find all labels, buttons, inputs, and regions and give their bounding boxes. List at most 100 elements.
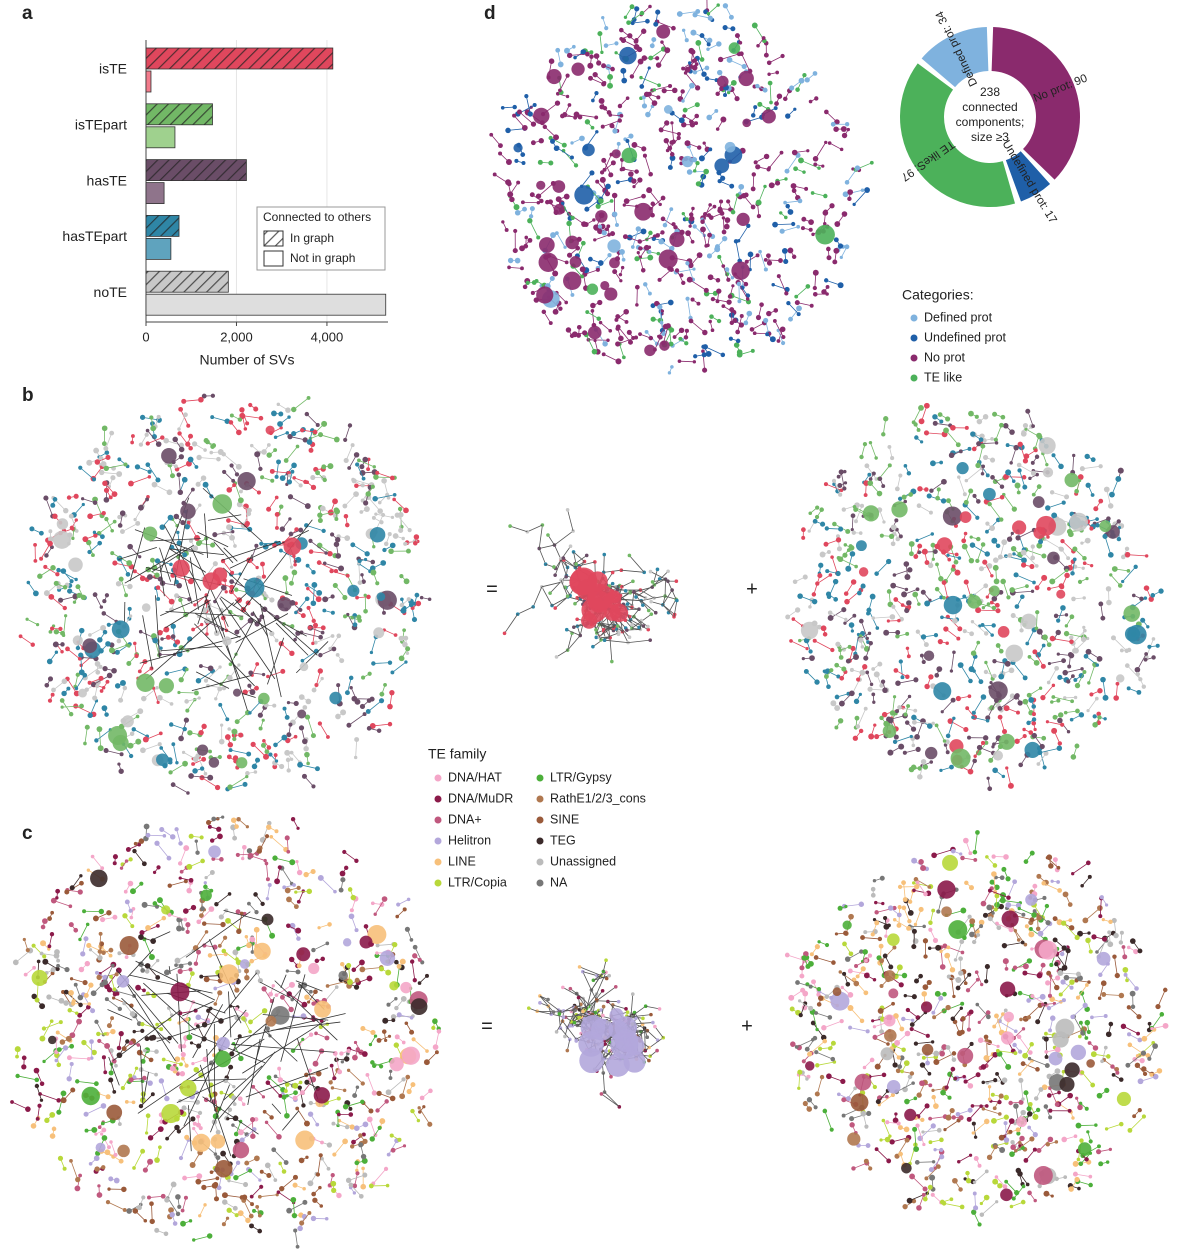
node (901, 603, 905, 607)
node (359, 966, 365, 972)
node (120, 680, 126, 686)
node (188, 773, 194, 779)
node (356, 1086, 359, 1089)
node (895, 630, 900, 635)
node (274, 878, 280, 884)
node (927, 493, 932, 498)
node (805, 647, 808, 650)
node (87, 868, 90, 871)
node (1018, 763, 1023, 768)
node (248, 1020, 253, 1025)
node (274, 1075, 278, 1079)
node (227, 727, 231, 731)
node (1012, 506, 1017, 511)
node (53, 497, 58, 502)
node (272, 704, 276, 708)
node (646, 628, 650, 632)
node (176, 926, 182, 932)
node (112, 621, 130, 639)
node (270, 469, 275, 474)
node (331, 634, 335, 638)
edge (69, 1058, 88, 1059)
edge (220, 705, 227, 719)
node (250, 1117, 255, 1122)
edge (629, 555, 644, 572)
node (1005, 469, 1011, 475)
node (88, 633, 92, 637)
node (250, 689, 256, 695)
node (107, 1145, 111, 1149)
node (801, 622, 818, 639)
node (844, 481, 847, 484)
node (63, 606, 67, 610)
node (553, 606, 557, 610)
edge (179, 692, 196, 693)
node (56, 1031, 60, 1035)
node (245, 421, 249, 425)
node (922, 660, 926, 664)
node (897, 619, 900, 622)
node (288, 723, 292, 727)
node (168, 515, 174, 521)
node (361, 1167, 365, 1171)
node (809, 655, 815, 661)
node (1092, 722, 1098, 728)
node (854, 519, 858, 523)
node (337, 1113, 341, 1117)
node (367, 975, 373, 981)
node (229, 535, 235, 541)
node (69, 922, 74, 927)
edge (313, 943, 327, 950)
node (388, 548, 394, 554)
node (393, 533, 399, 539)
node (253, 892, 258, 897)
node (938, 639, 943, 644)
node (367, 726, 372, 731)
node (158, 1145, 162, 1149)
node (1118, 583, 1123, 588)
node (192, 1238, 195, 1241)
node (838, 527, 843, 532)
node (379, 698, 384, 703)
node (1054, 666, 1059, 671)
node (410, 1109, 414, 1113)
node (258, 713, 263, 718)
node (632, 590, 636, 594)
edge (373, 663, 390, 664)
node (69, 904, 73, 908)
node (907, 654, 911, 658)
node (573, 602, 577, 606)
node (312, 688, 317, 693)
node (187, 730, 192, 735)
node (1056, 699, 1060, 703)
node (913, 554, 918, 559)
node (42, 1060, 45, 1063)
node (969, 558, 974, 563)
node (1144, 652, 1148, 656)
node (56, 964, 60, 968)
node (60, 631, 65, 636)
node (207, 1233, 212, 1238)
node (222, 1192, 228, 1198)
edge (147, 1116, 149, 1133)
node (47, 659, 53, 665)
node (306, 606, 310, 610)
node (196, 482, 201, 487)
node (1032, 581, 1036, 585)
node (1080, 542, 1083, 545)
node (279, 764, 284, 769)
node (1067, 664, 1071, 668)
node (415, 593, 420, 598)
node (313, 623, 318, 628)
node (304, 1080, 309, 1085)
node (907, 471, 911, 475)
node (137, 708, 143, 714)
node (372, 516, 376, 520)
node (183, 908, 189, 914)
node (67, 588, 72, 593)
node (1151, 655, 1155, 659)
node (231, 530, 234, 533)
node (367, 1116, 373, 1122)
node (97, 541, 102, 546)
node (824, 542, 829, 547)
